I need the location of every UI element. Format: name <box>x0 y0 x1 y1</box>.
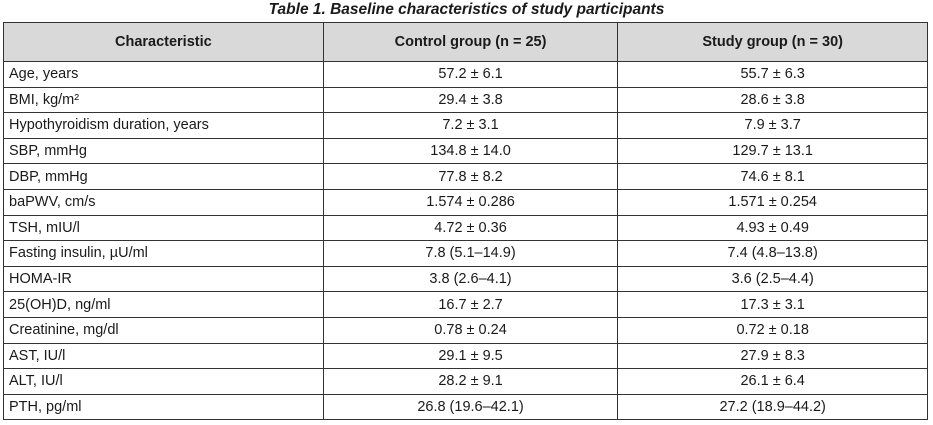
study-value-cell: 4.93 ± 0.49 <box>617 214 928 242</box>
study-value-cell: 3.6 (2.5–4.4) <box>617 265 928 293</box>
characteristic-cell: Age, years <box>3 61 324 88</box>
study-value-cell: 27.9 ± 8.3 <box>617 342 928 370</box>
table-row: SBP, mmHg 134.8 ± 14.0 129.7 ± 13.1 <box>3 137 928 165</box>
table-row: TSH, mIU/l 4.72 ± 0.36 4.93 ± 0.49 <box>3 214 928 242</box>
table-row: 25(OH)D, ng/ml 16.7 ± 2.7 17.3 ± 3.1 <box>3 291 928 318</box>
table-row: Creatinine, mg/dl 0.78 ± 0.24 0.72 ± 0.1… <box>3 316 928 344</box>
control-value-cell: 28.2 ± 9.1 <box>322 368 619 395</box>
characteristic-cell: Creatinine, mg/dl <box>3 316 324 344</box>
study-value-cell: 27.2 (18.9–44.2) <box>617 393 928 421</box>
control-value-cell: 29.4 ± 3.8 <box>322 86 619 114</box>
control-value-cell: 57.2 ± 6.1 <box>322 61 619 88</box>
characteristic-cell: DBP, mmHg <box>3 163 324 190</box>
header-characteristic: Characteristic <box>3 22 324 62</box>
table-row: Hypothyroidism duration, years 7.2 ± 3.1… <box>3 112 928 139</box>
table-row: Fasting insulin, µU/ml 7.8 (5.1–14.9) 7.… <box>3 240 928 267</box>
characteristic-cell: AST, IU/l <box>3 342 324 370</box>
study-value-cell: 26.1 ± 6.4 <box>617 368 928 395</box>
table-row: ALT, IU/l 28.2 ± 9.1 26.1 ± 6.4 <box>3 368 928 395</box>
table-body: Age, years 57.2 ± 6.1 55.7 ± 6.3 BMI, kg… <box>3 61 928 421</box>
study-value-cell: 55.7 ± 6.3 <box>617 61 928 88</box>
study-value-cell: 74.6 ± 8.1 <box>617 163 928 190</box>
characteristic-cell: ALT, IU/l <box>3 368 324 395</box>
characteristic-cell: 25(OH)D, ng/ml <box>3 291 324 318</box>
characteristic-cell: BMI, kg/m² <box>3 86 324 114</box>
characteristic-cell: baPWV, cm/s <box>3 188 324 216</box>
table-row: PTH, pg/ml 26.8 (19.6–42.1) 27.2 (18.9–4… <box>3 393 928 421</box>
characteristic-cell: HOMA-IR <box>3 265 324 293</box>
characteristic-cell: TSH, mIU/l <box>3 214 324 242</box>
table-row: HOMA-IR 3.8 (2.6–4.1) 3.6 (2.5–4.4) <box>3 265 928 293</box>
control-value-cell: 29.1 ± 9.5 <box>322 342 619 370</box>
study-value-cell: 7.4 (4.8–13.8) <box>617 240 928 267</box>
control-value-cell: 7.2 ± 3.1 <box>322 112 619 139</box>
characteristic-cell: PTH, pg/ml <box>3 393 324 421</box>
study-value-cell: 28.6 ± 3.8 <box>617 86 928 114</box>
table-row: BMI, kg/m² 29.4 ± 3.8 28.6 ± 3.8 <box>3 86 928 114</box>
table-row: Age, years 57.2 ± 6.1 55.7 ± 6.3 <box>3 61 928 88</box>
control-value-cell: 4.72 ± 0.36 <box>322 214 619 242</box>
header-row: Characteristic Control group (n = 25) St… <box>3 22 928 62</box>
baseline-characteristics-table: Characteristic Control group (n = 25) St… <box>3 22 928 421</box>
table-row: baPWV, cm/s 1.574 ± 0.286 1.571 ± 0.254 <box>3 188 928 216</box>
table-row: AST, IU/l 29.1 ± 9.5 27.9 ± 8.3 <box>3 342 928 370</box>
table-header: Characteristic Control group (n = 25) St… <box>3 22 928 62</box>
control-value-cell: 134.8 ± 14.0 <box>322 137 619 165</box>
study-value-cell: 17.3 ± 3.1 <box>617 291 928 318</box>
header-study-group: Study group (n = 30) <box>617 22 928 62</box>
control-value-cell: 0.78 ± 0.24 <box>322 316 619 344</box>
characteristic-cell: SBP, mmHg <box>3 137 324 165</box>
control-value-cell: 16.7 ± 2.7 <box>322 291 619 318</box>
table-caption: Table 1. Baseline characteristics of stu… <box>268 1 665 18</box>
study-value-cell: 1.571 ± 0.254 <box>617 188 928 216</box>
control-value-cell: 77.8 ± 8.2 <box>322 163 619 190</box>
header-control-group: Control group (n = 25) <box>322 22 619 62</box>
control-value-cell: 1.574 ± 0.286 <box>322 188 619 216</box>
characteristic-cell: Hypothyroidism duration, years <box>3 112 324 139</box>
control-value-cell: 26.8 (19.6–42.1) <box>322 393 619 421</box>
characteristic-cell: Fasting insulin, µU/ml <box>3 240 324 267</box>
study-value-cell: 7.9 ± 3.7 <box>617 112 928 139</box>
study-value-cell: 0.72 ± 0.18 <box>617 316 928 344</box>
control-value-cell: 3.8 (2.6–4.1) <box>322 265 619 293</box>
study-value-cell: 129.7 ± 13.1 <box>617 137 928 165</box>
control-value-cell: 7.8 (5.1–14.9) <box>322 240 619 267</box>
table-row: DBP, mmHg 77.8 ± 8.2 74.6 ± 8.1 <box>3 163 928 190</box>
